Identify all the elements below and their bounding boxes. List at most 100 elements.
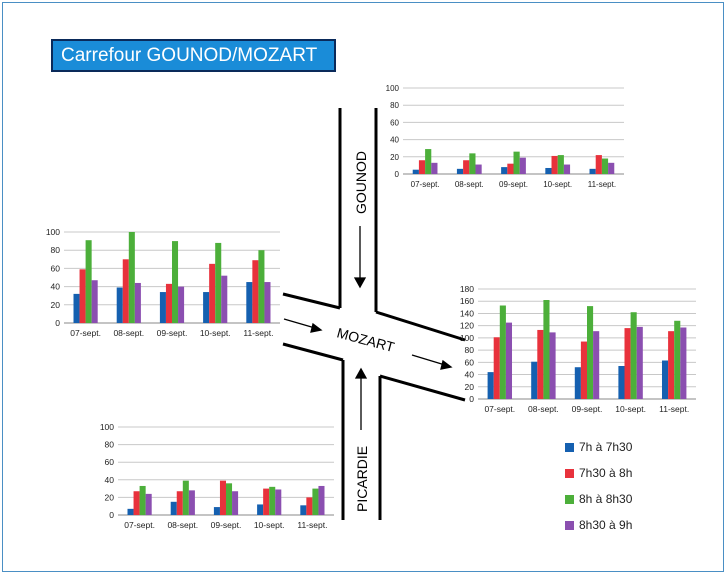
bar-3-07-sept [425, 149, 432, 174]
y-tick-label: 60 [465, 357, 475, 367]
bar-1-08-sept [116, 287, 123, 323]
x-tick-label: 07-sept. [411, 180, 440, 189]
bar-1-09-sept [501, 167, 508, 174]
street-label-picardie: PICARDIE [354, 446, 370, 512]
y-tick-label: 40 [465, 370, 475, 380]
bar-4-08-sept [475, 164, 482, 174]
bar-4-10-sept [636, 326, 643, 399]
legend-item: 8h à 8h30 [565, 492, 632, 506]
y-tick-label: 160 [460, 296, 474, 306]
legend-label: 7h30 à 8h [579, 466, 633, 480]
bar-4-07-sept [431, 162, 438, 174]
road-edge [282, 342, 344, 362]
bar-4-07-sept [91, 280, 98, 323]
y-tick-label: 100 [100, 422, 114, 432]
y-tick-label: 80 [390, 101, 399, 110]
x-tick-label: 08-sept. [167, 520, 198, 530]
y-tick-label: 20 [390, 153, 399, 162]
bar-1-10-sept [545, 167, 552, 174]
y-tick-label: 40 [390, 136, 399, 145]
bar-4-11-sept [608, 162, 615, 174]
arrow-mozart-in [283, 318, 316, 329]
chart-mozart-west: 0 20 40 60 80 100 07-sept. 08-sept. 09-sept. 10-s… [46, 227, 280, 338]
street-label-gounod: GOUNOD [353, 151, 369, 214]
legend-label: 8h à 8h30 [579, 492, 633, 506]
x-tick-label: 08-sept. [455, 180, 484, 189]
legend-label: 7h à 7h30 [579, 440, 633, 454]
bar-4-09-sept [519, 157, 526, 174]
bar-3-10-sept [269, 486, 276, 515]
bar-4-09-sept [593, 331, 600, 399]
bar-1-09-sept [574, 367, 581, 399]
street-label-mozart: MOZART [335, 324, 396, 355]
bar-4-11-sept [318, 485, 325, 515]
arrow-mozart-out [411, 354, 446, 366]
x-tick-label: 07-sept. [70, 328, 101, 338]
bar-4-08-sept [549, 332, 556, 399]
bar-3-07-sept [139, 485, 146, 515]
page-title: Carrefour GOUNOD/MOZART [51, 39, 336, 72]
x-tick-label: 11-sept. [659, 404, 689, 414]
y-tick-label: 80 [51, 245, 61, 255]
bar-1-11-sept [661, 360, 669, 399]
x-tick-label: 09-sept. [572, 404, 603, 414]
x-tick-label: 09-sept. [499, 180, 528, 189]
bar-3-09-sept [226, 483, 233, 515]
y-tick-label: 80 [105, 440, 115, 450]
bar-2-07-sept [79, 269, 86, 323]
chart-gounod: 0 20 40 60 80 100 07-sept. 08-sept. 09-sept. 10-s… [386, 84, 624, 189]
x-tick-label: 10-sept. [543, 180, 572, 189]
bar-1-10-sept [203, 292, 210, 323]
bar-4-08-sept [134, 282, 141, 323]
y-tick-label: 0 [395, 170, 400, 179]
bar-4-11-sept [264, 282, 271, 323]
bar-1-10-sept [257, 504, 264, 515]
bar-2-07-sept [418, 160, 426, 174]
y-tick-label: 20 [465, 382, 475, 392]
x-tick-label: 10-sept. [615, 404, 646, 414]
y-tick-label: 100 [460, 333, 474, 343]
chart-mozart-east: 0 20 40 60 80 100 120 140 160 180 07-sept. 08-sept.… [460, 284, 696, 414]
legend-swatch [565, 495, 574, 504]
bar-4-10-sept [275, 489, 282, 515]
y-tick-label: 60 [51, 263, 61, 273]
bar-3-11-sept [601, 158, 609, 174]
bar-3-10-sept [630, 312, 637, 399]
x-tick-label: 11-sept. [588, 180, 616, 189]
bar-1-07-sept [127, 508, 134, 515]
bar-2-09-sept [580, 341, 587, 399]
bar-2-08-sept [537, 329, 544, 399]
y-tick-label: 140 [460, 308, 474, 318]
x-tick-label: 11-sept. [243, 328, 273, 338]
y-tick-label: 20 [105, 492, 115, 502]
legend-swatch [565, 469, 574, 478]
bar-1-11-sept [589, 168, 596, 174]
y-tick-label: 0 [109, 510, 114, 520]
legend-item: 7h à 7h30 [565, 440, 632, 454]
bar-1-10-sept [618, 366, 625, 399]
bar-1-11-sept [300, 505, 307, 515]
bar-2-08-sept [122, 259, 129, 323]
bar-3-08-sept [128, 232, 135, 323]
bar-1-08-sept [170, 501, 177, 515]
arrow-head [353, 277, 367, 289]
bar-2-07-sept [133, 491, 140, 515]
chart-picardie: 0 20 40 60 80 100 07-sept. 08-sept. 09-sept. 10-s… [100, 422, 334, 530]
bar-2-09-sept [165, 283, 172, 323]
bar-1-09-sept [159, 292, 166, 323]
bar-2-10-sept [263, 488, 270, 515]
bar-1-08-sept [456, 168, 464, 174]
y-tick-label: 100 [46, 227, 60, 237]
bar-2-11-sept [595, 155, 602, 174]
bar-2-09-sept [507, 163, 514, 174]
road-edge [375, 310, 466, 342]
x-tick-label: 10-sept. [254, 520, 285, 530]
bar-3-11-sept [674, 320, 681, 399]
x-tick-label: 08-sept. [528, 404, 559, 414]
bar-2-11-sept [306, 497, 313, 515]
arrow-head [440, 359, 453, 370]
x-tick-label: 11-sept. [297, 520, 327, 530]
bar-1-07-sept [73, 293, 80, 323]
bar-1-07-sept [412, 169, 419, 174]
